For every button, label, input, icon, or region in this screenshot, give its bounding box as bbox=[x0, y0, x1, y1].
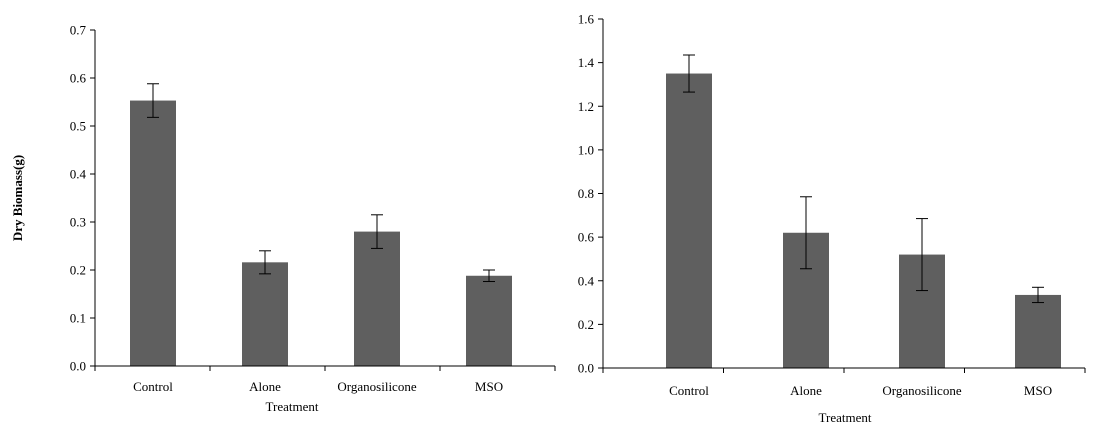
x-axis-title: Treatment bbox=[819, 410, 872, 425]
y-tick-label: 0.6 bbox=[70, 71, 87, 86]
y-tick-label: 0.7 bbox=[70, 23, 87, 38]
category-label: Alone bbox=[790, 383, 822, 398]
bar-control bbox=[130, 100, 176, 366]
y-tick-label: 0.5 bbox=[70, 119, 86, 134]
category-label: Organosilicone bbox=[337, 379, 416, 394]
category-label: MSO bbox=[1024, 383, 1052, 398]
bar-mso bbox=[1015, 294, 1061, 368]
y-tick-label: 0.1 bbox=[70, 311, 86, 326]
y-tick-label: 1.4 bbox=[578, 55, 595, 70]
y-tick-label: 1.0 bbox=[578, 142, 594, 157]
y-tick-label: 0.2 bbox=[70, 263, 86, 278]
y-tick-label: 0.4 bbox=[70, 167, 87, 182]
x-axis-title: Treatment bbox=[266, 399, 319, 414]
y-tick-label: 0.0 bbox=[70, 359, 86, 374]
y-tick-label: 0.4 bbox=[578, 273, 595, 288]
category-label: Control bbox=[669, 383, 709, 398]
bar-control bbox=[666, 73, 712, 368]
y-tick-label: 1.6 bbox=[578, 12, 595, 27]
category-label: Alone bbox=[249, 379, 281, 394]
bar-organosilicone bbox=[354, 231, 400, 366]
category-label: Control bbox=[133, 379, 173, 394]
y-axis-title: Dry Biomass(g) bbox=[10, 155, 25, 241]
y-tick-label: 0.3 bbox=[70, 215, 86, 230]
bar-alone bbox=[242, 262, 288, 366]
y-tick-label: 0.0 bbox=[578, 361, 594, 376]
category-label: Organosilicone bbox=[882, 383, 961, 398]
y-tick-label: 1.2 bbox=[578, 99, 594, 114]
y-tick-label: 0.2 bbox=[578, 317, 594, 332]
y-tick-label: 0.6 bbox=[578, 230, 595, 245]
chart-1: 0.0 0.1 0.2 0.3 0.4 0.5 0.6 0.7 Control Alone Orga… bbox=[10, 23, 556, 414]
category-label: MSO bbox=[475, 379, 503, 394]
bar-mso bbox=[466, 275, 512, 366]
y-tick-label: 0.8 bbox=[578, 186, 594, 201]
chart-2: 0.0 0.2 0.4 0.6 0.8 1.0 1.2 1.4 1.6 Control Alone O… bbox=[578, 12, 1086, 425]
